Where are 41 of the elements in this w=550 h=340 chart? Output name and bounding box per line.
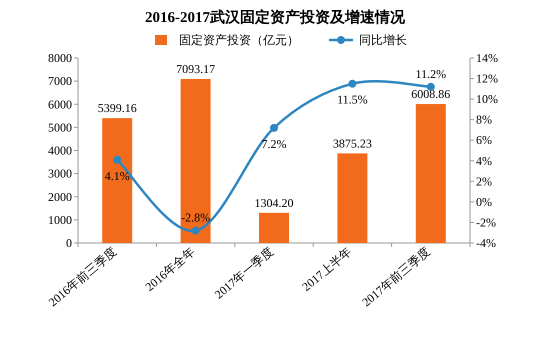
chart-title: 2016-2017武汉固定资产投资及增速情况 <box>145 8 406 26</box>
y-tick-label: 4000 <box>48 144 72 158</box>
data-label: 6008.86 <box>411 87 450 102</box>
point <box>348 80 356 88</box>
y2-tick-label: 8% <box>476 112 492 127</box>
y-tick-label: 8000 <box>48 51 72 65</box>
y2-tick-label: 4% <box>476 154 492 168</box>
y-tick-label: 2000 <box>48 190 72 204</box>
y2-tick-label: -2% <box>476 215 496 230</box>
data-label: 5399.16 <box>98 101 137 116</box>
data-label: 4.1% <box>104 168 130 183</box>
legend-label: 同比增长 <box>359 33 407 47</box>
bar <box>337 153 368 243</box>
bar <box>102 118 132 243</box>
data-label: 11.2% <box>416 66 446 81</box>
data-label: 3875.23 <box>332 136 372 150</box>
point <box>270 124 278 132</box>
data-label: 1304.20 <box>254 196 294 210</box>
y2-tick-label: 2% <box>476 174 492 188</box>
point <box>113 156 122 164</box>
y-tick-label: 1000 <box>48 212 72 227</box>
data-label: 11.5% <box>337 92 368 107</box>
bar <box>416 104 446 243</box>
bar <box>259 212 289 243</box>
data-label: 7.2% <box>262 136 286 151</box>
data-label: 7093.17 <box>176 62 216 76</box>
y-tick-label: 0 <box>66 236 72 250</box>
y-tick-label: 7000 <box>48 74 72 88</box>
legend-label: 固定资产投资（亿元） <box>179 33 299 47</box>
y2-tick-label: 10% <box>476 92 498 106</box>
y2-tick-label: 12% <box>476 72 498 86</box>
y-tick-label: 3000 <box>48 166 72 181</box>
y2-tick-label: 6% <box>476 133 492 148</box>
point <box>192 226 200 235</box>
y-tick-label: 5000 <box>48 120 72 134</box>
y2-tick-label: -4% <box>476 236 496 250</box>
y-tick-label: 6000 <box>48 97 72 112</box>
y2-tick-label: 14% <box>476 51 498 65</box>
y2-tick-label: 0% <box>476 194 492 209</box>
bar <box>180 78 211 243</box>
data-label: -2.8% <box>181 210 210 225</box>
